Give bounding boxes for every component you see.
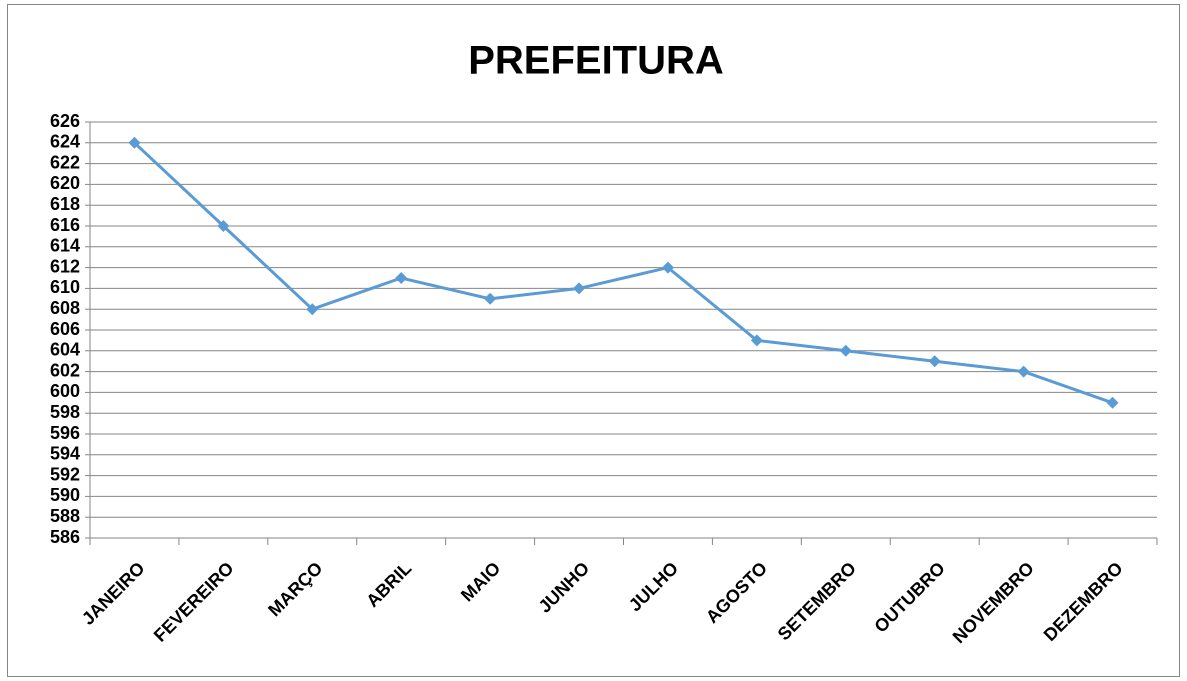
- marker: [128, 136, 141, 149]
- y-tick-label: 600: [50, 381, 80, 401]
- y-tick-label: 612: [50, 256, 80, 276]
- y-tick-label: 604: [50, 340, 80, 360]
- y-tick-label: 592: [50, 464, 80, 484]
- marker: [217, 220, 230, 232]
- y-tick-label: 620: [50, 173, 80, 193]
- y-tick-label: 622: [50, 152, 80, 172]
- marker: [928, 355, 941, 368]
- y-tick-label: 616: [50, 215, 80, 235]
- chart-title: PREFEITURA: [468, 39, 724, 83]
- y-tick-label: 618: [50, 194, 80, 214]
- marker: [573, 282, 586, 295]
- y-tick-label: 624: [50, 132, 80, 152]
- marker: [661, 261, 674, 274]
- y-tick-label: 606: [50, 319, 80, 339]
- marker: [839, 344, 852, 357]
- marker: [750, 334, 763, 347]
- y-tick-label: 586: [50, 527, 80, 547]
- y-tick-label: 598: [50, 402, 80, 422]
- y-tick-label: 602: [50, 360, 80, 380]
- marker: [1106, 396, 1119, 409]
- y-tick-label: 626: [50, 111, 80, 131]
- y-tick-label: 610: [50, 277, 80, 297]
- y-tick-label: 594: [50, 444, 80, 464]
- line: [133, 141, 1114, 405]
- y-tick-label: 590: [50, 485, 80, 505]
- y-tick-label: 596: [50, 423, 80, 443]
- marker: [484, 292, 497, 305]
- y-tick-label: 608: [50, 298, 80, 318]
- marker: [395, 272, 408, 284]
- marker: [306, 303, 319, 316]
- chart-border: [7, 4, 1180, 677]
- y-tick-label: 614: [50, 236, 80, 256]
- marker: [1017, 365, 1030, 378]
- y-tick-label: 588: [50, 506, 80, 526]
